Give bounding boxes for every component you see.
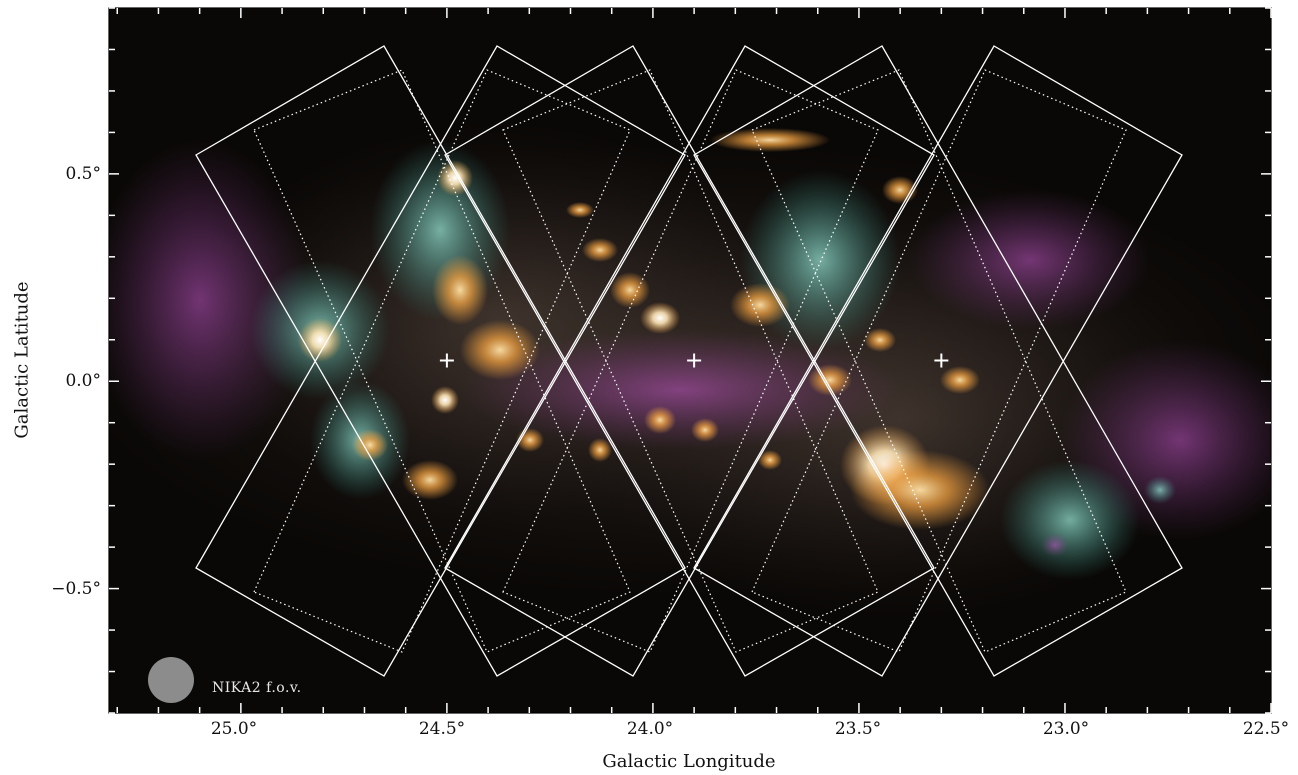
x-axis-label: Galactic Longitude: [602, 751, 776, 772]
nika2-fov-disc: [148, 657, 194, 703]
field-outline-dotted-3: [751, 69, 1127, 653]
field-outline-dotted-6: [751, 69, 1127, 653]
plot-frame: [108, 7, 1272, 714]
field-center-cross: [439, 353, 454, 368]
field-outline-solid-2: [444, 45, 935, 677]
nika2-field-outlines: [195, 45, 1183, 677]
field-outline-solid-6: [444, 45, 935, 677]
axis-ticks: [109, 7, 1272, 714]
y-axis-label: Galactic Latitude: [11, 281, 33, 439]
x-tick-label: 23.5°: [834, 719, 882, 739]
x-tick-label: 25.0°: [210, 719, 258, 739]
field-center-markers: [439, 353, 949, 368]
field-outline-dotted-1: [253, 69, 631, 653]
field-center-cross: [687, 353, 702, 368]
field-outline-solid-7: [693, 45, 1183, 677]
field-outline-solid-3: [693, 45, 1183, 677]
field-center-cross: [934, 353, 949, 368]
x-tick-label: 24.0°: [626, 719, 674, 739]
field-outline-solid-1: [195, 45, 686, 677]
x-tick-label: 24.5°: [418, 719, 466, 739]
field-outline-dotted-5: [502, 69, 879, 653]
field-outline-solid-5: [195, 45, 686, 677]
x-tick-label: 22.5°: [1242, 719, 1290, 739]
nika2-field-outlines-dotted: [253, 69, 1127, 653]
fov-label: NIKA2 f.o.v.: [212, 680, 302, 696]
y-tick-label: 0.5°: [65, 164, 101, 184]
sky-image: [109, 8, 1271, 713]
y-tick-label: −0.5°: [51, 579, 101, 599]
x-tick-label: 23.0°: [1042, 719, 1090, 739]
y-tick-label: 0.0°: [65, 371, 101, 391]
